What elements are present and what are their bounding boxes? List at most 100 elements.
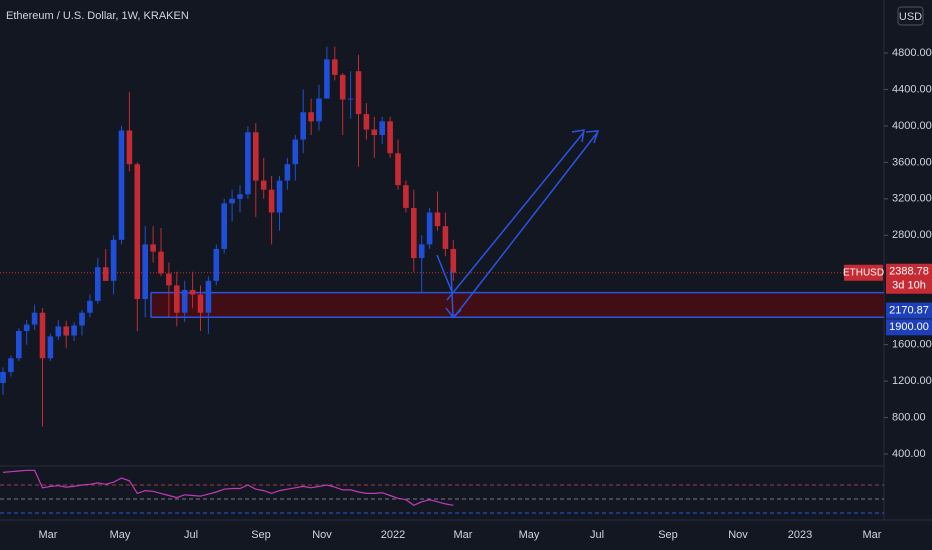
candles [0, 46, 457, 427]
candle-body [395, 153, 401, 186]
x-tick-label: Jul [590, 529, 604, 541]
x-tick-label: Nov [312, 529, 332, 541]
candle-body [181, 289, 188, 313]
symbol-badge [844, 264, 883, 281]
candle-body [205, 280, 212, 313]
candle-body [253, 132, 259, 181]
candle-body [23, 324, 30, 331]
candle-body [237, 194, 243, 199]
trend-line [436, 254, 453, 293]
x-tick-label: Mar [863, 529, 882, 541]
candle-body [324, 59, 330, 99]
candle-body [347, 98, 354, 100]
candle-body [292, 139, 299, 165]
candle-body [166, 273, 172, 286]
candle-body [379, 121, 385, 136]
trend-line [446, 131, 585, 301]
candle-body [300, 112, 306, 140]
candle-body [110, 239, 117, 281]
candle-body [442, 226, 449, 249]
drawings [436, 129, 600, 319]
candle-body [213, 248, 220, 281]
candle-body [134, 164, 141, 300]
trend-line [454, 132, 598, 317]
last-price-badge [886, 263, 932, 294]
candle-body [55, 326, 62, 337]
candle-body [221, 203, 227, 249]
x-tick-label: Sep [658, 529, 678, 541]
candle-body [47, 336, 54, 359]
candle-body [102, 267, 109, 281]
candle-body [63, 326, 69, 336]
x-tick-label: 2022 [381, 529, 405, 541]
candle-body [87, 300, 93, 313]
x-tick-label: Jul [184, 529, 198, 541]
candle-body [363, 114, 370, 130]
y-tick-label: 1600.00 [892, 339, 932, 351]
y-tick-label: 800.00 [892, 411, 926, 423]
candle-body [260, 180, 267, 190]
candle-body [95, 267, 101, 301]
candle-body [434, 212, 441, 227]
candle-body [31, 312, 38, 325]
candle-body [426, 212, 433, 245]
x-tick-label: Sep [251, 529, 271, 541]
arrow-head [585, 130, 600, 144]
arrow-head [445, 307, 462, 319]
candle-body [418, 244, 425, 259]
zone-badge [886, 302, 932, 319]
x-tick-label: May [519, 529, 540, 541]
candle-body [245, 132, 251, 195]
zone-badge [886, 319, 932, 336]
zone-label: 2170.87 [889, 305, 929, 317]
candle-body [355, 71, 362, 115]
y-tick-label: 3200.00 [892, 193, 932, 205]
candle-body [276, 180, 283, 213]
candle-body [16, 330, 22, 359]
y-tick-label: 4000.00 [892, 120, 932, 132]
zone-label: 1900.00 [889, 321, 929, 333]
chart-title: Ethereum / U.S. Dollar, 1W, KRAKEN [6, 10, 189, 22]
rsi-line [2, 469, 454, 506]
x-tick-label: May [110, 529, 131, 541]
candle-body [308, 112, 314, 122]
candle-body [371, 129, 378, 136]
candle-body [197, 294, 204, 313]
zone [151, 292, 884, 318]
candle-body [126, 130, 133, 165]
candle-body [189, 289, 196, 295]
x-tick-label: Nov [728, 529, 748, 541]
y-tick-label: 2800.00 [892, 229, 932, 241]
candle-body [39, 312, 46, 359]
y-tick-label: 3600.00 [892, 156, 932, 168]
y-tick-label: 4800.00 [892, 47, 932, 59]
countdown-label: 3d 10h [892, 280, 926, 292]
candle-body [229, 198, 235, 204]
last-price-label: 2388.78 [889, 266, 929, 278]
candle-body [79, 312, 85, 326]
candle-body [158, 251, 164, 274]
candle-body [174, 285, 180, 313]
candle-body [0, 371, 6, 383]
candle-body [142, 244, 148, 300]
x-tick-label: Mar [454, 529, 473, 541]
candle-body [284, 164, 291, 181]
x-tick-label: 2023 [788, 529, 812, 541]
candle-body [316, 98, 322, 122]
candle-body [332, 59, 338, 75]
candle-body [387, 121, 393, 154]
y-tick-label: 400.00 [892, 448, 926, 460]
candle-body [268, 189, 275, 213]
candle-body [118, 130, 125, 240]
x-tick-label: Mar [39, 529, 58, 541]
y-tick-label: 4400.00 [892, 83, 932, 95]
candle-body [411, 207, 417, 259]
currency-label[interactable]: USD [899, 11, 922, 23]
candle-body [450, 248, 457, 273]
currency-button[interactable] [897, 6, 924, 26]
candle-body [8, 358, 14, 372]
candle-body [339, 74, 346, 100]
